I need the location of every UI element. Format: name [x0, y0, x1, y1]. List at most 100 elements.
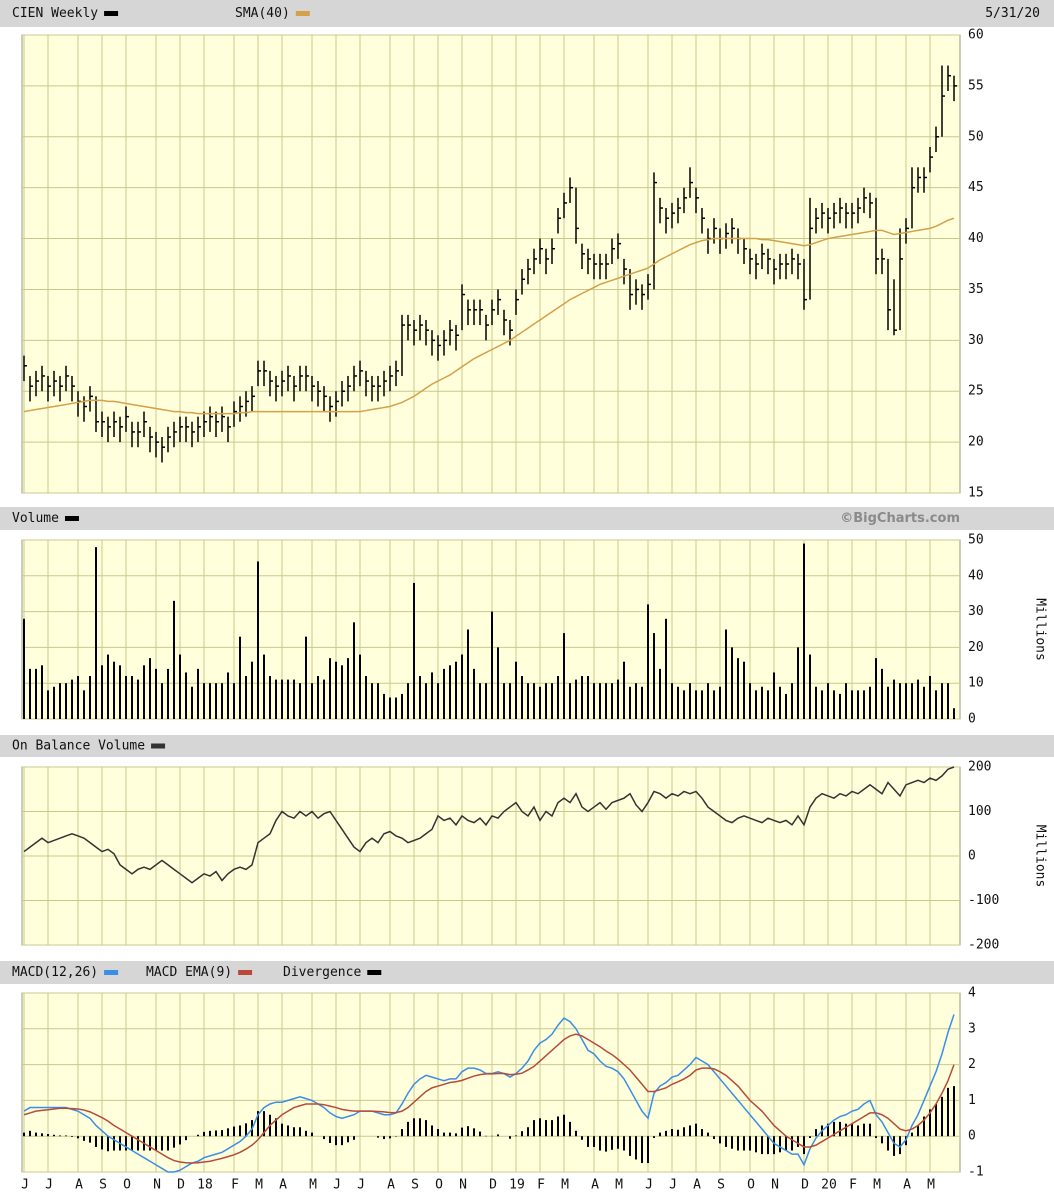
bar	[623, 1136, 625, 1151]
bar	[953, 708, 955, 719]
bar	[155, 668, 157, 719]
bar	[635, 683, 637, 719]
bar	[803, 1136, 805, 1155]
bar	[335, 1136, 337, 1146]
bar	[347, 1136, 349, 1143]
y-tick-label: 0	[968, 849, 976, 864]
bar	[515, 661, 517, 719]
bar	[431, 1125, 433, 1137]
bar	[539, 686, 541, 719]
bar	[863, 1123, 865, 1137]
bar	[329, 1136, 331, 1144]
bar	[191, 686, 193, 719]
x-tick-label: S	[717, 1178, 725, 1193]
bar	[641, 686, 643, 719]
bar	[761, 1136, 763, 1155]
bar	[263, 1111, 265, 1137]
legend-label: Divergence	[283, 965, 361, 980]
bar	[659, 668, 661, 719]
bar	[599, 683, 601, 719]
bar	[617, 679, 619, 719]
bar	[29, 1130, 31, 1137]
bar	[341, 665, 343, 719]
series-line	[23, 217, 955, 415]
bar	[749, 1136, 751, 1151]
x-tick-label: O	[435, 1178, 443, 1193]
bar	[77, 676, 79, 719]
x-tick-label: J	[333, 1178, 341, 1193]
bar	[467, 1126, 469, 1137]
y-tick-label: 20	[968, 640, 984, 655]
bar	[833, 690, 835, 719]
bar	[47, 690, 49, 719]
bar	[227, 672, 229, 719]
x-tick-label: A	[693, 1178, 701, 1193]
bar	[383, 693, 385, 719]
bar	[689, 1125, 691, 1137]
x-tick-label: F	[537, 1178, 545, 1193]
bar	[41, 1133, 43, 1137]
bar	[797, 1136, 799, 1147]
bar	[245, 676, 247, 719]
x-tick-label: O	[747, 1178, 755, 1193]
x-tick-label: F	[849, 1178, 857, 1193]
bar	[797, 647, 799, 719]
bar	[707, 1132, 709, 1137]
bar	[605, 1136, 607, 1152]
y-tick-label: 50	[968, 129, 984, 144]
bar	[95, 1136, 97, 1147]
bar	[743, 661, 745, 719]
x-tick-label: N	[459, 1178, 467, 1193]
x-tick-label: D	[801, 1178, 809, 1193]
bar	[209, 683, 211, 719]
bar	[425, 1120, 427, 1137]
bar	[593, 1136, 595, 1147]
bar	[239, 1125, 241, 1137]
bar	[287, 679, 289, 719]
bar	[647, 604, 649, 719]
x-tick-label: N	[771, 1178, 779, 1193]
bar	[53, 686, 55, 719]
bar	[257, 1111, 259, 1137]
bar	[557, 1116, 559, 1137]
bar	[737, 658, 739, 719]
series-line	[23, 766, 955, 884]
bar	[905, 683, 907, 719]
bar	[923, 686, 925, 719]
x-tick-label: J	[45, 1178, 53, 1193]
bar	[839, 693, 841, 719]
bar	[827, 1123, 829, 1137]
bar	[197, 668, 199, 719]
bar	[761, 686, 763, 719]
bar	[533, 1120, 535, 1137]
bar	[875, 658, 877, 719]
bar	[527, 1127, 529, 1137]
bar	[671, 1129, 673, 1137]
bar	[605, 683, 607, 719]
bar	[305, 1130, 307, 1137]
bar	[77, 1136, 79, 1139]
bar	[569, 683, 571, 719]
bar	[383, 1136, 385, 1140]
y-tick-label: 30	[968, 333, 984, 348]
bar	[467, 629, 469, 719]
bar	[581, 1136, 583, 1140]
bar	[173, 600, 175, 719]
bar	[731, 1136, 733, 1149]
x-tick-label: A	[279, 1178, 287, 1193]
bar	[521, 676, 523, 719]
bar	[41, 665, 43, 719]
y-tick-label: 40	[968, 568, 984, 583]
bar	[203, 1131, 205, 1137]
bar	[341, 1136, 343, 1146]
x-tick-label: A	[75, 1178, 83, 1193]
legend-swatch	[104, 11, 119, 16]
legend-swatch	[367, 970, 382, 975]
bar	[587, 1136, 589, 1147]
bar	[455, 661, 457, 719]
bar	[911, 683, 913, 719]
x-tick-label: O	[123, 1178, 131, 1193]
bar	[275, 1118, 277, 1137]
bar	[851, 1123, 853, 1137]
